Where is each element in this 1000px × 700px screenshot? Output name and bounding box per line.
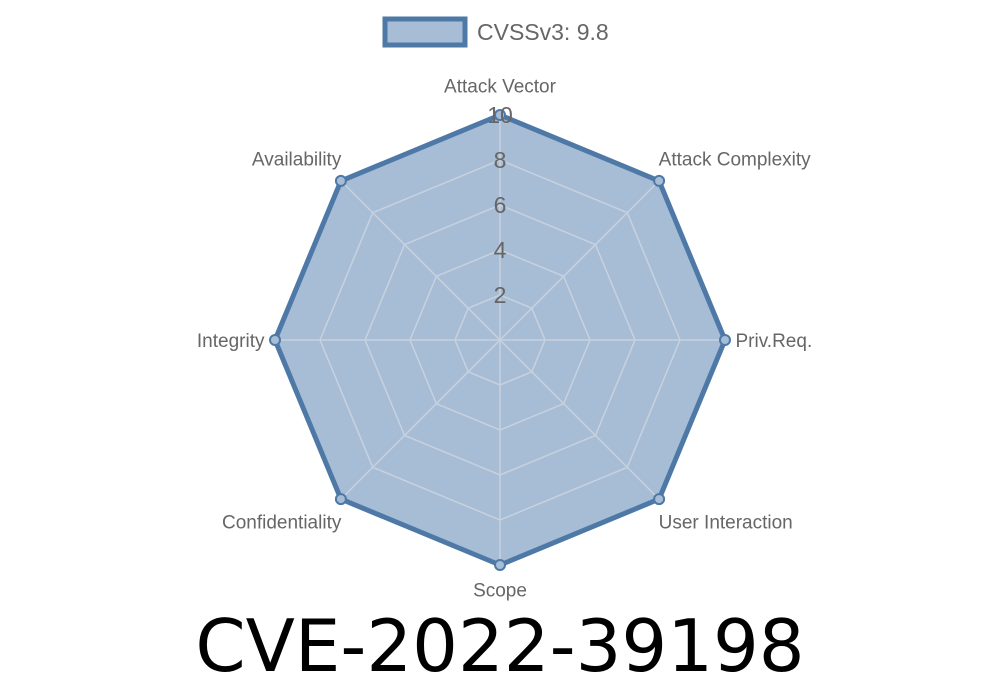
axis-label: Confidentiality (222, 513, 342, 534)
tick-label: 2 (494, 282, 507, 308)
data-point (719, 334, 731, 346)
axis-label: Priv.Req. (736, 331, 813, 352)
data-point (653, 493, 666, 506)
grid-spoke (499, 180, 660, 341)
data-point (269, 334, 281, 346)
axis-label: Integrity (197, 331, 265, 352)
tick-label: 4 (494, 237, 507, 263)
legend-label: CVSSv3: 9.8 (477, 19, 609, 45)
data-point (334, 174, 347, 187)
axis-label: Scope (473, 581, 527, 602)
data-point (494, 109, 506, 121)
axis-label: User Interaction (659, 513, 793, 534)
grid-spoke (499, 339, 660, 500)
grid-spoke (340, 339, 501, 500)
axis-label: Attack Complexity (659, 149, 812, 170)
legend-swatch (382, 16, 468, 48)
tick-label: 8 (494, 147, 507, 173)
data-point (334, 493, 347, 506)
axis-label: Availability (252, 149, 342, 170)
grid-spoke (340, 180, 501, 341)
tick-label: 10 (487, 102, 513, 128)
data-point (653, 174, 666, 187)
data-point (494, 559, 506, 571)
page-title: CVE-2022-39198 (195, 604, 805, 688)
axis-label: Attack Vector (444, 77, 557, 98)
tick-label: 6 (494, 192, 507, 218)
